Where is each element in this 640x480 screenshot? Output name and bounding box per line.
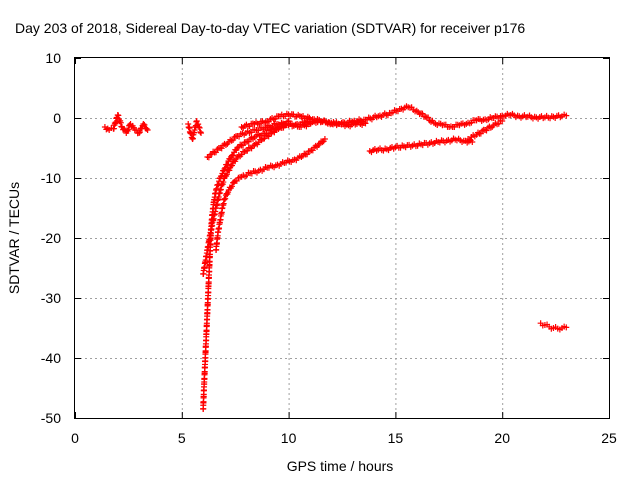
data-point-interp: [228, 137, 235, 144]
data-point-interp: [244, 147, 251, 154]
series-arc-7: [238, 103, 570, 132]
data-point-interp: [309, 147, 316, 154]
data-point: [136, 130, 143, 136]
series-arc-8: [366, 135, 476, 156]
data-point-interp: [245, 138, 252, 145]
data-point-interp: [213, 185, 220, 192]
data-point-interp: [136, 129, 143, 136]
data-point-interp: [304, 151, 311, 158]
data-point-interp: [223, 171, 230, 178]
data-point-interp: [222, 141, 229, 148]
y-tick-labels: -50 -40 -30 -20 -10 0 10: [41, 50, 61, 426]
data-point: [140, 121, 147, 127]
data-point-interp: [196, 124, 203, 131]
series-arc-6: [204, 119, 313, 161]
data-point-interp: [220, 179, 227, 186]
data-point-interp: [195, 121, 202, 128]
data-point-interp: [483, 127, 490, 134]
data-point-interp: [230, 137, 237, 144]
data-point-interp: [141, 121, 148, 128]
data-point-interp: [226, 167, 233, 174]
data-point-interp: [216, 178, 223, 185]
data-point: [499, 118, 506, 124]
data-point: [193, 118, 200, 124]
data-point: [198, 130, 205, 136]
data-point-interp: [212, 149, 219, 156]
y-tick-label: 10: [45, 50, 61, 66]
data-point-interp: [233, 177, 240, 184]
data-point-interp: [231, 178, 238, 185]
y-tick-label: -20: [41, 230, 61, 246]
data-point-interp: [133, 127, 140, 134]
data-point: [221, 166, 228, 172]
series-arc-9: [465, 117, 506, 143]
data-points: [101, 103, 570, 412]
data-point-interp: [228, 183, 235, 190]
x-tick-labels: 0 5 10 15 20 25: [71, 430, 617, 446]
data-point-interp: [125, 126, 132, 133]
series-arc-1: [101, 112, 151, 137]
grid-lines: [75, 58, 609, 418]
y-axis-label: SDTVAR / TECUs: [6, 182, 22, 294]
data-point-interp: [222, 195, 229, 202]
data-point-interp: [217, 186, 224, 193]
series-arc-2: [185, 118, 205, 142]
data-point-interp: [319, 139, 326, 146]
data-point-interp: [224, 161, 231, 168]
data-point-interp: [197, 129, 204, 136]
y-tick-label: -50: [41, 410, 61, 426]
data-point: [321, 136, 328, 142]
data-point-interp: [240, 142, 247, 149]
data-point: [195, 124, 202, 130]
x-tick-label: 15: [388, 430, 404, 446]
series-arc-10: [537, 320, 570, 333]
chart-title: Day 203 of 2018, Sidereal Day-to-day VTE…: [15, 20, 525, 36]
data-point-interp: [218, 145, 225, 152]
x-tick-label: 5: [178, 430, 186, 446]
y-tick-label: -30: [41, 290, 61, 306]
y-tick-label: -40: [41, 350, 61, 366]
data-point-interp: [205, 154, 212, 161]
x-tick-label: 0: [71, 430, 79, 446]
y-tick-label: -10: [41, 170, 61, 186]
series-arc-5: [212, 136, 328, 253]
data-point-interp: [115, 112, 122, 119]
data-point-interp: [228, 162, 235, 169]
data-point: [144, 127, 151, 133]
data-point-interp: [477, 130, 484, 137]
y-tick-label: 0: [53, 110, 61, 126]
data-point-interp: [425, 114, 432, 121]
x-tick-label: 25: [601, 430, 617, 446]
data-point-interp: [143, 125, 150, 132]
data-point: [563, 112, 570, 119]
data-point-interp: [419, 110, 426, 117]
x-axis-label: GPS time / hours: [287, 458, 394, 474]
data-point: [306, 121, 313, 127]
data-point: [306, 148, 313, 154]
x-tick-label: 20: [494, 430, 510, 446]
series-arc-4: [200, 118, 292, 277]
plot-frame: [74, 57, 610, 419]
data-point-interp: [241, 148, 248, 155]
data-point-interp: [117, 119, 124, 126]
x-tick-label: 10: [281, 430, 297, 446]
data-point: [563, 324, 570, 331]
data-point-interp: [230, 152, 237, 159]
